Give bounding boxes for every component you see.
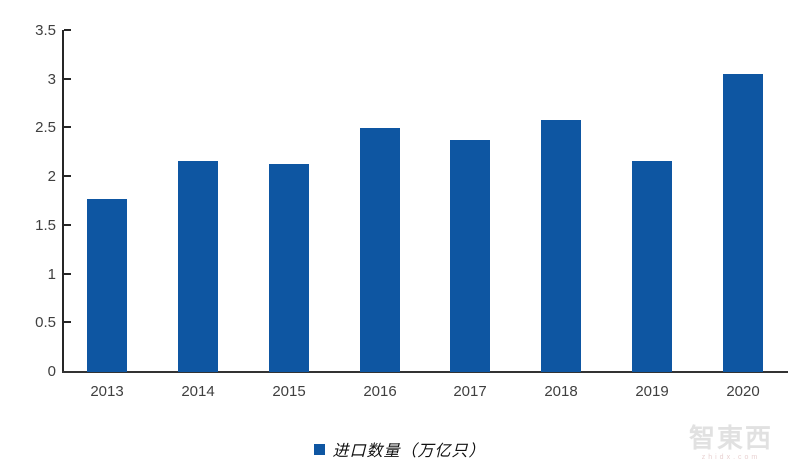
x-tick-label-2016: 2016 xyxy=(363,383,397,400)
bar-2014 xyxy=(178,161,218,372)
legend-marker-square xyxy=(314,443,326,455)
y-axis-line xyxy=(62,30,64,373)
y-tick-label: 0 xyxy=(47,363,56,380)
legend: 进口数量（万亿只） xyxy=(0,437,800,461)
y-tick xyxy=(64,77,71,80)
x-tick-label-2019: 2019 xyxy=(635,383,669,400)
bar-2019 xyxy=(632,161,672,372)
y-tick xyxy=(64,29,71,31)
y-tick-label: 0.5 xyxy=(35,314,56,332)
y-tick xyxy=(64,272,71,275)
x-tick-label-2015: 2015 xyxy=(272,383,306,400)
y-tick xyxy=(64,223,71,226)
bar-2015 xyxy=(269,164,309,372)
bar-2013 xyxy=(87,199,127,372)
y-tick-label: 2 xyxy=(47,168,56,186)
x-tick-label-2017: 2017 xyxy=(453,383,487,400)
bar-2017 xyxy=(450,140,490,372)
y-tick-label: 1.5 xyxy=(35,216,56,234)
bar-2020 xyxy=(723,74,763,372)
bar-2018 xyxy=(541,120,581,372)
y-tick xyxy=(64,321,71,324)
bar-2016 xyxy=(360,128,400,372)
y-tick-label: 3.5 xyxy=(35,22,56,39)
legend-label: 进口数量（万亿只） xyxy=(332,441,486,460)
x-tick-label-2014: 2014 xyxy=(181,383,215,400)
y-tick-label: 1 xyxy=(47,265,56,283)
y-tick-label: 2.5 xyxy=(35,119,56,137)
x-tick-label-2020: 2020 xyxy=(726,383,760,400)
x-tick-label-2013: 2013 xyxy=(90,383,124,400)
y-tick xyxy=(64,175,71,178)
x-axis-line xyxy=(62,371,788,373)
y-tick xyxy=(64,126,71,129)
y-tick-label: 3 xyxy=(47,70,56,88)
x-tick-label-2018: 2018 xyxy=(544,383,578,400)
